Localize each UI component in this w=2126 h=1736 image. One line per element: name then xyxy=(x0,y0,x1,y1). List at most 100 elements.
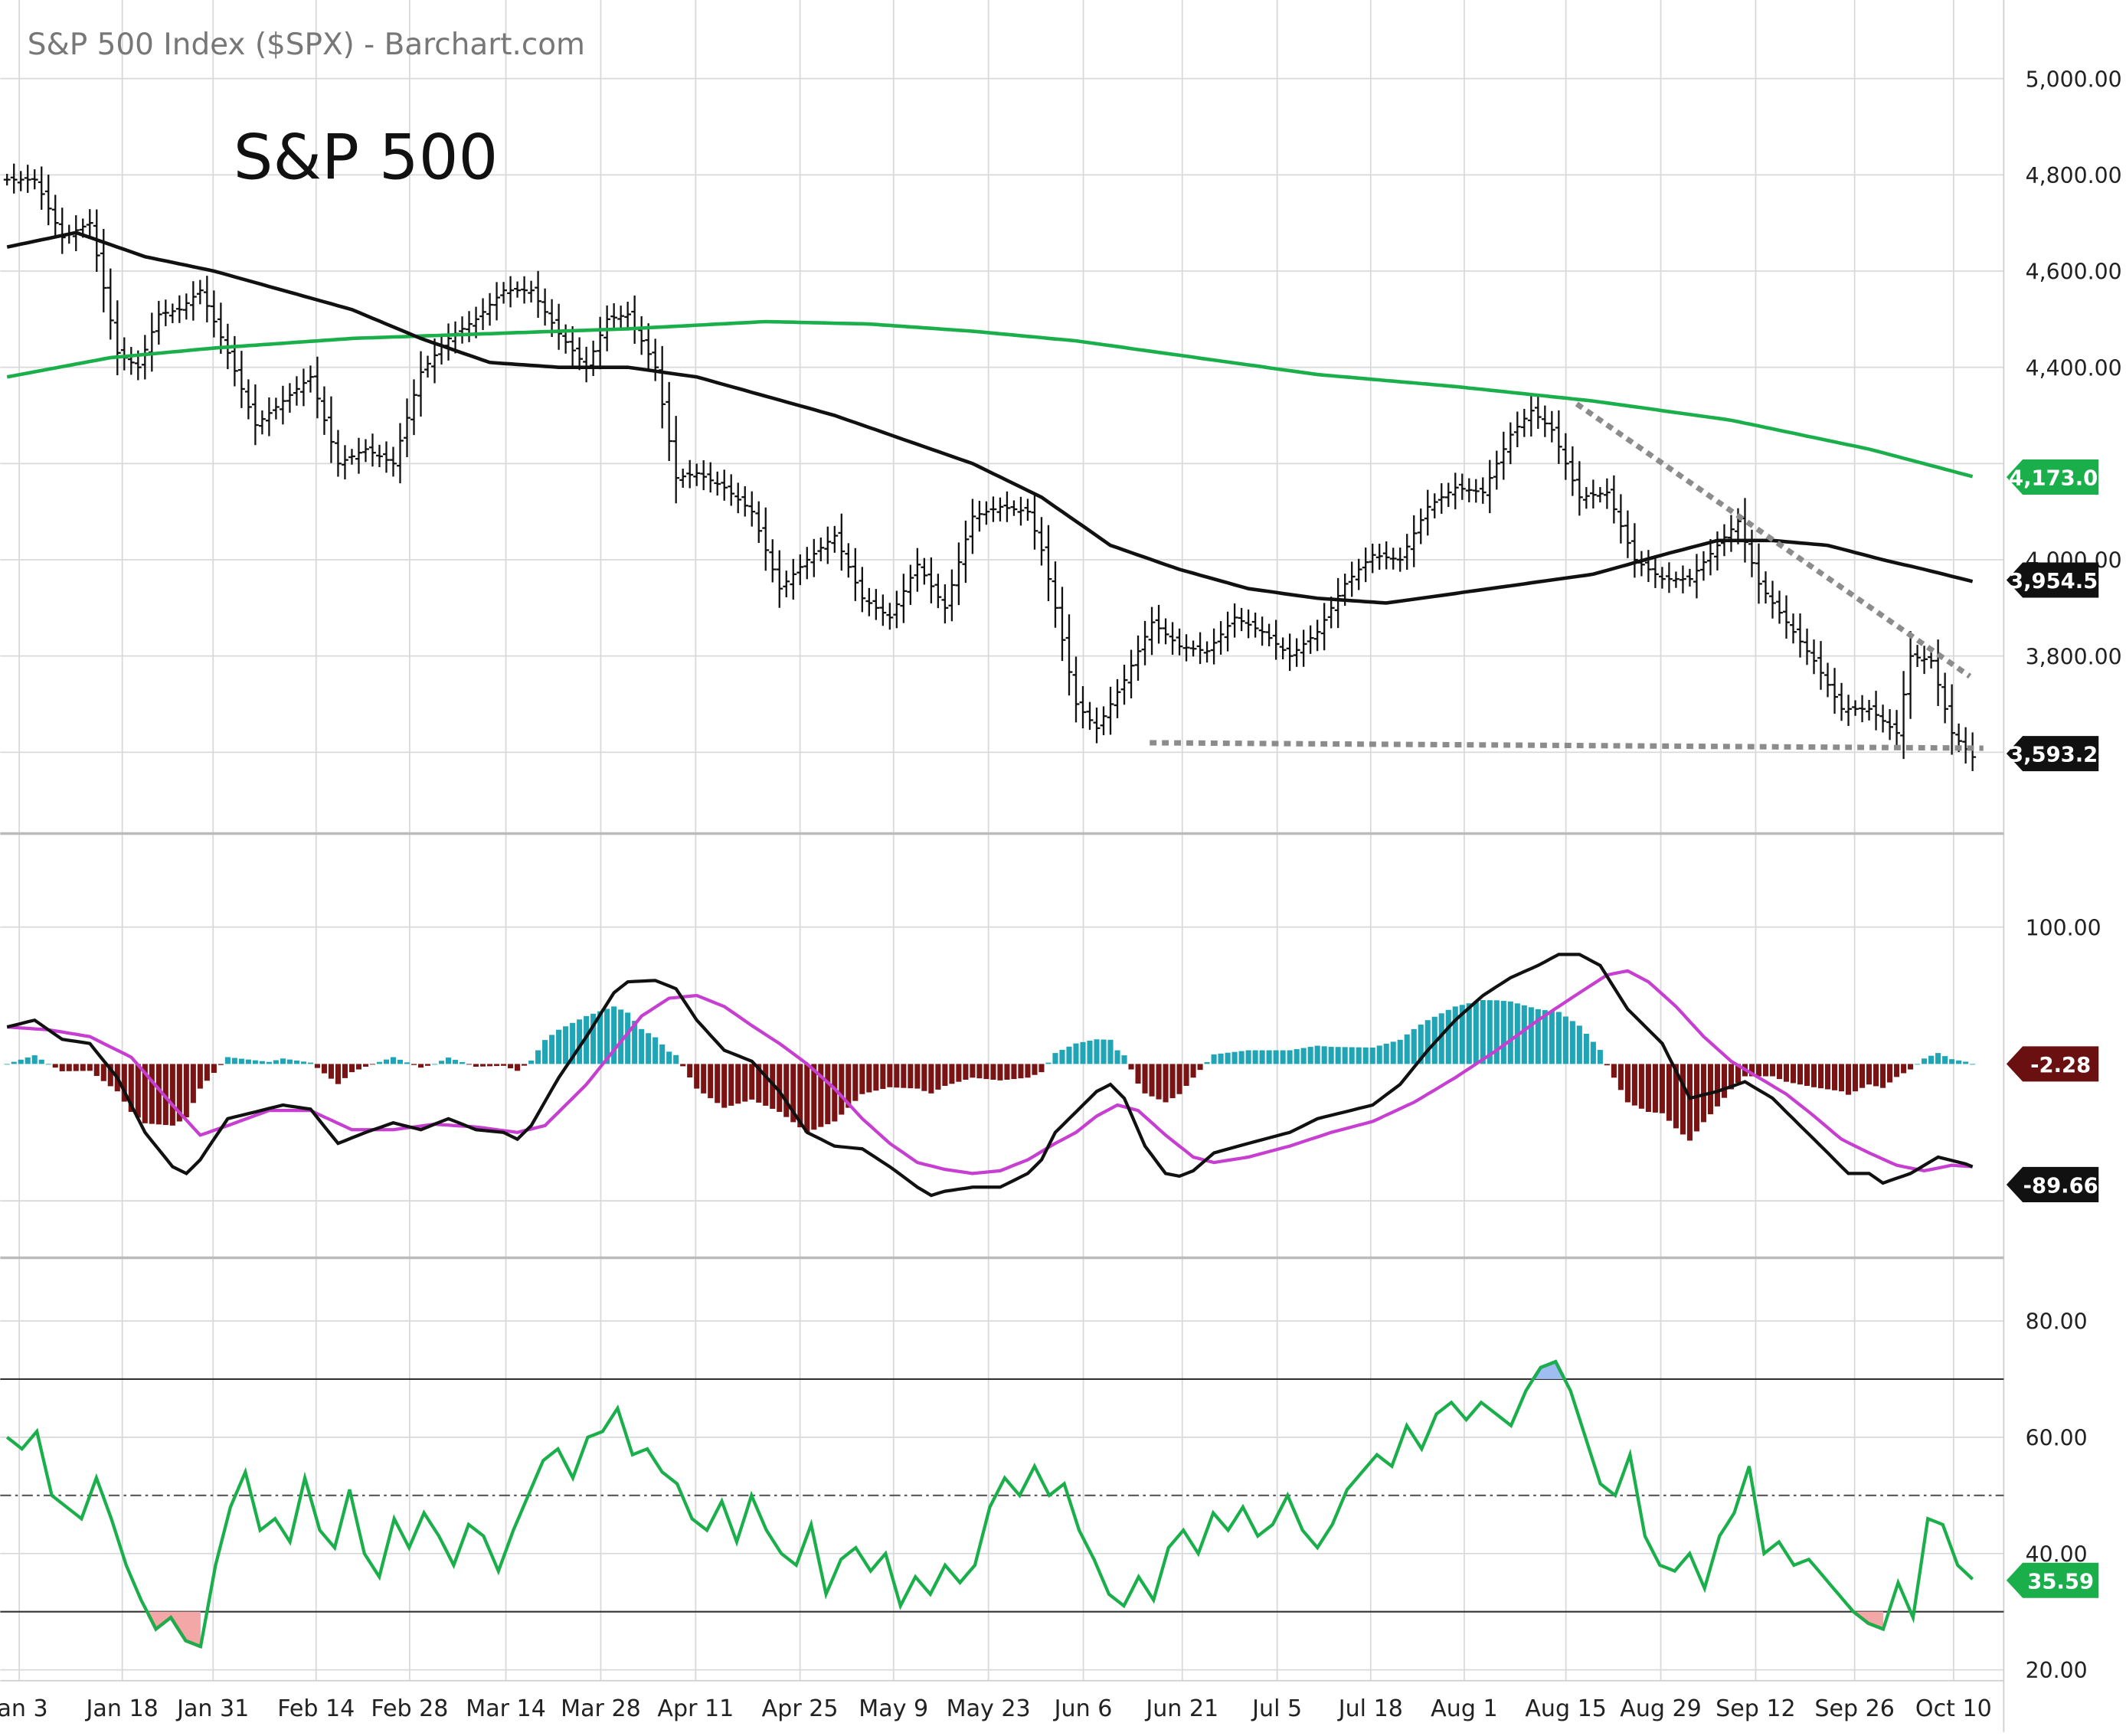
macd-histogram-bar xyxy=(1549,1011,1555,1064)
ohlc-bar xyxy=(1907,631,1915,719)
ohlc-bar xyxy=(865,587,873,616)
x-tick-label: Aug 15 xyxy=(1525,1695,1607,1722)
macd-histogram-bar xyxy=(1038,1064,1045,1073)
ohlc-bar xyxy=(383,441,390,473)
ohlc-bar xyxy=(1120,665,1128,705)
ohlc-bar xyxy=(1672,571,1680,588)
ohlc-bar xyxy=(810,538,818,577)
rsi-panel xyxy=(0,1359,2004,1649)
ohlc-bar xyxy=(989,496,997,522)
x-tick-label: Jun 6 xyxy=(1053,1695,1113,1722)
ohlc-bar xyxy=(1527,394,1535,437)
ohlc-bar xyxy=(1293,638,1300,667)
ohlc-bar xyxy=(1762,571,1769,604)
macd-histogram-bar xyxy=(1735,1064,1742,1083)
price-panel xyxy=(3,163,1984,771)
ohlc-bar xyxy=(790,558,797,600)
ohlc-bar xyxy=(1279,637,1287,660)
macd-histogram-bar xyxy=(1652,1064,1658,1113)
ohlc-bar xyxy=(335,430,342,477)
ohlc-bar xyxy=(1935,639,1942,707)
macd-histogram-bar xyxy=(438,1061,445,1064)
macd-signal-line xyxy=(7,969,1973,1175)
macd-histogram-bar xyxy=(1569,1021,1575,1064)
macd-histogram-bar xyxy=(1211,1054,1217,1064)
macd-histogram-bar xyxy=(715,1064,721,1103)
macd-histogram-bar xyxy=(756,1064,762,1103)
macd-histogram-bar xyxy=(1004,1064,1010,1080)
macd-histogram-bar xyxy=(673,1054,679,1064)
macd-histogram-bar xyxy=(1011,1064,1017,1080)
ohlc-bar xyxy=(755,501,763,543)
price-value-badge-text: 3,593.22 xyxy=(2009,744,2112,767)
ohlc-bar xyxy=(514,281,522,298)
ohlc-bar xyxy=(1589,479,1597,509)
trendline xyxy=(1150,740,1984,751)
ohlc-bar xyxy=(934,574,942,609)
ohlc-bar xyxy=(438,336,445,365)
ohlc-bar xyxy=(1038,517,1045,566)
macd-histogram-bar xyxy=(1362,1047,1369,1064)
ohlc-bar xyxy=(113,300,121,375)
x-tick-label: May 23 xyxy=(947,1695,1031,1722)
macd-histogram-bar xyxy=(376,1061,383,1064)
macd-histogram-bar xyxy=(1790,1064,1797,1084)
macd-histogram-bar xyxy=(1266,1050,1272,1064)
macd-histogram-bar xyxy=(252,1060,258,1064)
macd-histogram-bar xyxy=(1755,1064,1762,1077)
ohlc-bar xyxy=(10,163,18,194)
ohlc-bar xyxy=(1707,539,1714,576)
macd-histogram-bar xyxy=(1438,1013,1444,1064)
ohlc-bar xyxy=(1838,682,1845,721)
macd-histogram-bar xyxy=(570,1022,576,1064)
ohlc-bar xyxy=(1072,656,1080,723)
macd-histogram-bar xyxy=(183,1064,189,1118)
ohlc-bar xyxy=(307,365,314,393)
macd-signal-badge-text: -89.66 xyxy=(2023,1175,2098,1198)
ohlc-bar xyxy=(707,462,715,493)
ohlc-bar xyxy=(1948,684,1956,755)
ohlc-bar xyxy=(459,316,466,344)
x-tick-label: Apr 11 xyxy=(657,1695,734,1722)
ohlc-bar xyxy=(424,355,431,378)
macd-histogram-bar xyxy=(1204,1062,1210,1064)
ohlc-bar xyxy=(700,460,708,491)
x-tick-label: Feb 28 xyxy=(371,1695,448,1722)
ohlc-bar xyxy=(996,497,1004,521)
macd-histogram-bar xyxy=(1094,1039,1100,1064)
macd-histogram-bar xyxy=(286,1059,293,1064)
ohlc-bar xyxy=(1065,614,1073,696)
ohlc-bar xyxy=(1914,645,1922,668)
macd-histogram-bar xyxy=(742,1064,748,1102)
macd-histogram-bar xyxy=(1335,1047,1341,1064)
rsi-y-tick-label: 60.00 xyxy=(2026,1425,2088,1450)
macd-histogram-bar xyxy=(1673,1064,1679,1129)
ohlc-bar xyxy=(1479,477,1487,504)
macd-y-tick-label: 100.00 xyxy=(2026,915,2101,940)
macd-histogram-bar xyxy=(149,1064,155,1124)
macd-histogram-bar xyxy=(839,1064,845,1115)
ohlc-bar xyxy=(776,550,783,608)
macd-line xyxy=(6,953,1974,1198)
macd-histogram-bar xyxy=(259,1061,265,1064)
ohlc-bar xyxy=(1728,515,1735,552)
ohlc-bar xyxy=(638,315,646,355)
ohlc-bar xyxy=(1307,625,1314,654)
macd-histogram-bar xyxy=(404,1062,410,1064)
rsi-overbought-area xyxy=(1533,1362,1563,1379)
macd-histogram-bar xyxy=(1631,1064,1637,1106)
chart-source-title: S&P 500 Index ($SPX) - Barchart.com xyxy=(28,28,585,62)
ohlc-bar xyxy=(1575,461,1583,516)
macd-histogram-bar xyxy=(687,1064,693,1077)
macd-histogram-bar xyxy=(1114,1050,1120,1064)
macd-histogram-bar xyxy=(708,1064,714,1099)
ohlc-bar xyxy=(769,539,777,583)
ohlc-bar xyxy=(1258,616,1266,646)
macd-histogram-bar xyxy=(1894,1064,1900,1077)
ohlc-bar xyxy=(569,326,577,366)
macd-histogram-bar xyxy=(1245,1050,1251,1064)
ohlc-bar xyxy=(555,303,563,350)
macd-histogram-bar xyxy=(1963,1061,1969,1064)
ohlc-bar xyxy=(1562,433,1569,480)
ohlc-bar xyxy=(31,169,38,190)
